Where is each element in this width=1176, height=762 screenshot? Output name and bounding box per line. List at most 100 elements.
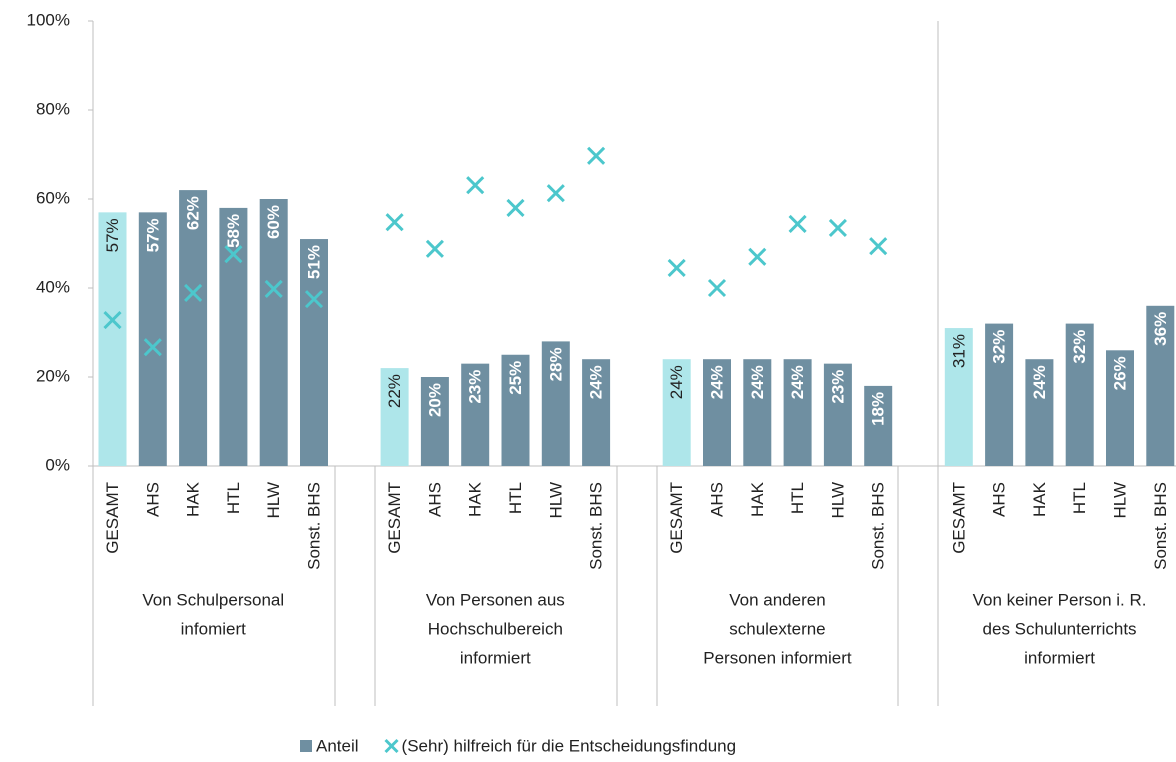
y-tick-label: 100% <box>27 10 70 29</box>
data-label: 32% <box>1070 330 1089 364</box>
marker <box>667 258 686 278</box>
bar <box>823 363 852 466</box>
bar <box>380 368 409 466</box>
marker <box>264 279 283 298</box>
group-label: schulexterne <box>729 619 825 638</box>
data-label: 57% <box>103 218 122 252</box>
y-tick-label: 80% <box>36 99 70 118</box>
marker <box>103 310 122 330</box>
x-tick-label: HTL <box>506 482 525 514</box>
marker <box>184 283 203 302</box>
data-label: 31% <box>949 334 968 368</box>
x-tick-label: GESAMT <box>667 482 686 554</box>
x-tick-label: HLW <box>264 482 283 519</box>
x-tick-label: Sonst. BHS <box>1151 482 1170 570</box>
x-tick-label: HTL <box>224 482 243 514</box>
bar <box>420 377 449 466</box>
marker <box>869 237 888 256</box>
y-tick-label: 20% <box>36 366 70 385</box>
data-label: 20% <box>425 383 444 417</box>
data-label: 32% <box>990 330 1009 364</box>
data-label: 23% <box>828 370 847 404</box>
data-label: 18% <box>869 392 888 426</box>
x-tick-label: GESAMT <box>385 482 404 554</box>
x-tick-label: GESAMT <box>103 482 122 554</box>
x-tick-label: HTL <box>788 482 807 514</box>
bar <box>1146 305 1175 466</box>
bar <box>259 199 288 466</box>
marker <box>143 338 162 357</box>
bar <box>662 359 691 466</box>
data-label: 26% <box>1110 356 1129 390</box>
data-label: 57% <box>143 218 162 252</box>
bar <box>541 341 570 466</box>
data-label: 24% <box>587 365 606 399</box>
x-tick-label: HLW <box>546 482 565 519</box>
x-tick-label: HLW <box>1110 482 1129 519</box>
data-label: 24% <box>707 365 726 399</box>
data-label: 24% <box>788 365 807 399</box>
data-label: 28% <box>546 347 565 381</box>
bar <box>219 207 248 466</box>
group-label: informiert <box>1024 648 1095 667</box>
x-tick-label: HAK <box>184 481 203 517</box>
group-label: Von keiner Person i. R. <box>973 590 1147 609</box>
marker <box>748 247 767 266</box>
data-label: 24% <box>1030 365 1049 399</box>
bar <box>743 359 772 466</box>
legend-swatch <box>300 740 312 752</box>
group-label: Personen informiert <box>703 648 852 667</box>
legend-swatch <box>384 738 399 754</box>
group-label: des Schulunterrichts <box>983 619 1137 638</box>
legend-label: Anteil <box>316 736 359 755</box>
x-tick-label: Sonst. BHS <box>304 482 323 570</box>
bar <box>864 385 893 466</box>
y-tick-label: 60% <box>36 188 70 207</box>
bar <box>138 212 167 466</box>
group-label: Hochschulbereich <box>428 619 563 638</box>
x-tick-label: HLW <box>828 482 847 519</box>
group-label: Von Personen aus <box>426 590 565 609</box>
marker <box>707 278 727 298</box>
marker <box>224 245 243 264</box>
x-tick-label: HAK <box>748 481 767 517</box>
bar <box>1065 323 1094 466</box>
bar <box>98 212 127 466</box>
group-label: informiert <box>460 648 531 667</box>
bar <box>179 190 208 466</box>
marker <box>546 184 565 203</box>
bar <box>461 363 490 466</box>
marker <box>587 146 606 165</box>
data-label: 22% <box>385 374 404 408</box>
data-label: 24% <box>748 365 767 399</box>
x-tick-label: HTL <box>1070 482 1089 514</box>
x-tick-label: HAK <box>1030 481 1049 517</box>
marker <box>506 198 525 217</box>
bar <box>783 359 812 466</box>
data-label: 58% <box>224 214 243 248</box>
data-label: 36% <box>1151 312 1170 346</box>
group-label: infomiert <box>181 619 246 638</box>
group-label: Von anderen <box>729 590 825 609</box>
y-tick-label: 0% <box>45 455 70 474</box>
bar <box>501 354 530 466</box>
x-tick-label: Sonst. BHS <box>869 482 888 570</box>
bar <box>703 359 731 466</box>
bar <box>1025 359 1054 466</box>
data-label: 23% <box>466 370 485 404</box>
x-tick-label: Sonst. BHS <box>587 482 606 570</box>
x-tick-label: HAK <box>466 481 485 517</box>
data-label: 25% <box>506 361 525 395</box>
x-tick-label: GESAMT <box>949 482 968 554</box>
marker <box>466 176 485 195</box>
bar <box>985 323 1014 466</box>
marker <box>788 214 807 233</box>
bar <box>582 359 611 466</box>
data-label: 51% <box>304 245 323 279</box>
bar <box>944 328 973 466</box>
x-tick-label: AHS <box>143 482 162 517</box>
group-label: Von Schulpersonal <box>142 590 284 609</box>
marker <box>828 218 847 237</box>
data-label: 24% <box>667 365 686 399</box>
